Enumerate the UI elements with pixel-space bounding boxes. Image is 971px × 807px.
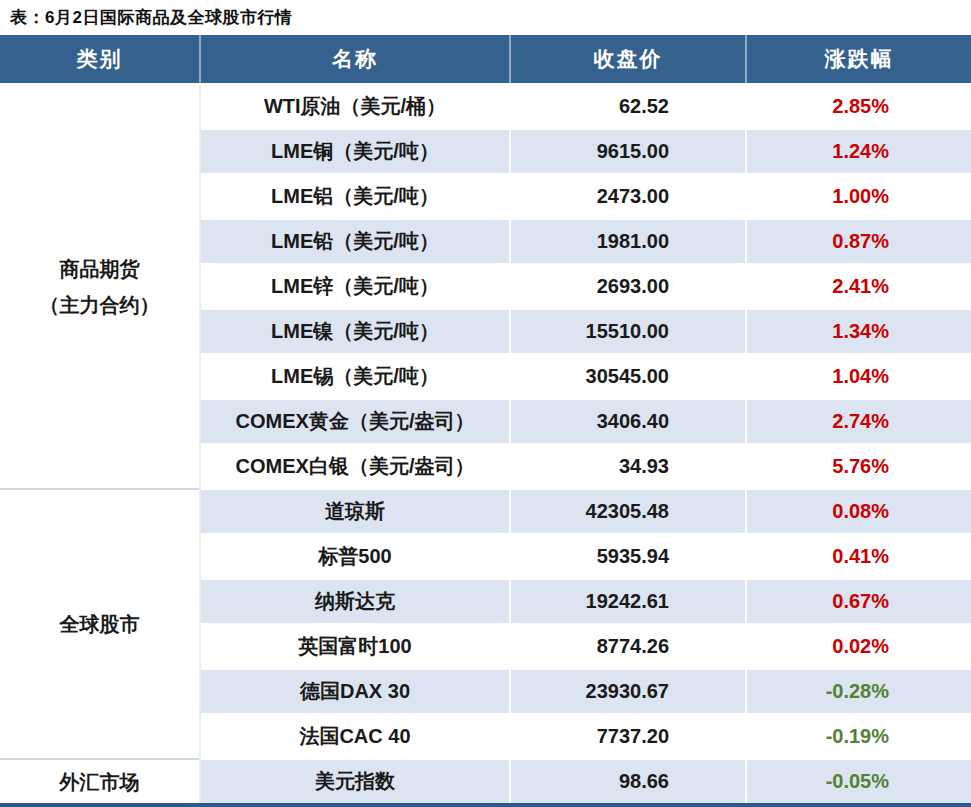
category-cell: 外汇市场 bbox=[0, 759, 200, 805]
close-cell: 5935.94 bbox=[510, 534, 746, 579]
close-cell: 9615.00 bbox=[510, 129, 746, 174]
name-cell: COMEX黄金（美元/盎司） bbox=[200, 399, 510, 444]
close-cell: 98.66 bbox=[510, 759, 746, 805]
change-cell: 0.41% bbox=[746, 534, 971, 579]
name-cell: 法国CAC 40 bbox=[200, 714, 510, 759]
change-cell: 0.02% bbox=[746, 624, 971, 669]
change-cell: 0.08% bbox=[746, 489, 971, 534]
change-cell: 1.04% bbox=[746, 354, 971, 399]
close-cell: 7737.20 bbox=[510, 714, 746, 759]
close-cell: 2473.00 bbox=[510, 174, 746, 219]
close-cell: 3406.40 bbox=[510, 399, 746, 444]
name-cell: LME铜（美元/吨） bbox=[200, 129, 510, 174]
header-name: 名称 bbox=[200, 35, 510, 84]
name-cell: WTI原油（美元/桶） bbox=[200, 84, 510, 129]
name-cell: 美元指数 bbox=[200, 759, 510, 805]
change-cell: 2.74% bbox=[746, 399, 971, 444]
close-cell: 8774.26 bbox=[510, 624, 746, 669]
name-cell: 英国富时100 bbox=[200, 624, 510, 669]
change-cell: 1.00% bbox=[746, 174, 971, 219]
table-row: 全球股市 道琼斯 42305.48 0.08% bbox=[0, 489, 971, 534]
change-cell: -0.28% bbox=[746, 669, 971, 714]
close-cell: 42305.48 bbox=[510, 489, 746, 534]
category-cell: 商品期货 （主力合约） bbox=[0, 84, 200, 489]
close-cell: 30545.00 bbox=[510, 354, 746, 399]
name-cell: 标普500 bbox=[200, 534, 510, 579]
close-cell: 62.52 bbox=[510, 84, 746, 129]
name-cell: LME镍（美元/吨） bbox=[200, 309, 510, 354]
change-cell: 0.67% bbox=[746, 579, 971, 624]
name-cell: LME铅（美元/吨） bbox=[200, 219, 510, 264]
close-cell: 34.93 bbox=[510, 444, 746, 489]
name-cell: 道琼斯 bbox=[200, 489, 510, 534]
page-title: 表：6月2日国际商品及全球股市行情 bbox=[0, 0, 971, 35]
change-cell: -0.05% bbox=[746, 759, 971, 805]
change-cell: 2.85% bbox=[746, 84, 971, 129]
close-cell: 2693.00 bbox=[510, 264, 746, 309]
table-row: 外汇市场 美元指数 98.66 -0.05% bbox=[0, 759, 971, 805]
name-cell: COMEX白银（美元/盎司） bbox=[200, 444, 510, 489]
close-cell: 23930.67 bbox=[510, 669, 746, 714]
change-cell: -0.19% bbox=[746, 714, 971, 759]
change-cell: 1.24% bbox=[746, 129, 971, 174]
change-cell: 2.41% bbox=[746, 264, 971, 309]
close-cell: 1981.00 bbox=[510, 219, 746, 264]
name-cell: 德国DAX 30 bbox=[200, 669, 510, 714]
change-cell: 5.76% bbox=[746, 444, 971, 489]
name-cell: LME铝（美元/吨） bbox=[200, 174, 510, 219]
name-cell: 纳斯达克 bbox=[200, 579, 510, 624]
name-cell: LME锡（美元/吨） bbox=[200, 354, 510, 399]
market-report-page: 表：6月2日国际商品及全球股市行情 类别 名称 收盘价 涨跌幅 商品期货 （主力… bbox=[0, 0, 971, 807]
change-cell: 0.87% bbox=[746, 219, 971, 264]
name-cell: LME锌（美元/吨） bbox=[200, 264, 510, 309]
close-cell: 19242.61 bbox=[510, 579, 746, 624]
header-close: 收盘价 bbox=[510, 35, 746, 84]
header-category: 类别 bbox=[0, 35, 200, 84]
header-change: 涨跌幅 bbox=[746, 35, 971, 84]
close-cell: 15510.00 bbox=[510, 309, 746, 354]
category-cell: 全球股市 bbox=[0, 489, 200, 759]
change-cell: 1.34% bbox=[746, 309, 971, 354]
market-table: 类别 名称 收盘价 涨跌幅 商品期货 （主力合约） WTI原油（美元/桶） 62… bbox=[0, 35, 971, 807]
table-row: 商品期货 （主力合约） WTI原油（美元/桶） 62.52 2.85% bbox=[0, 84, 971, 129]
table-header: 类别 名称 收盘价 涨跌幅 bbox=[0, 35, 971, 84]
